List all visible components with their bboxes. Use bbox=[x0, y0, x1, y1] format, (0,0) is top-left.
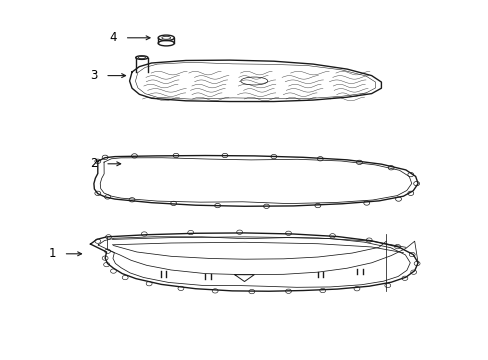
Text: 3: 3 bbox=[90, 69, 98, 82]
Text: 4: 4 bbox=[110, 31, 117, 44]
Text: 2: 2 bbox=[90, 157, 98, 170]
Text: 1: 1 bbox=[49, 247, 56, 260]
